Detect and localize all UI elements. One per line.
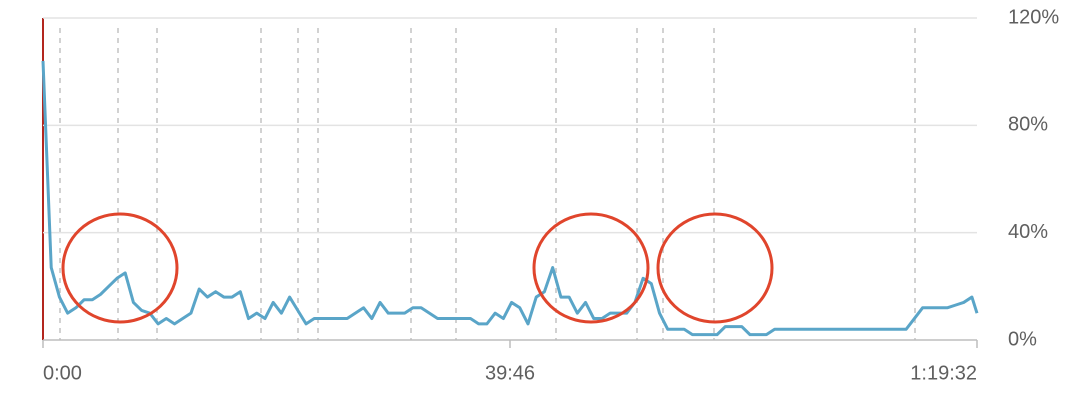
y-tick-label: 120%: [1008, 6, 1059, 28]
annotations: [61, 212, 774, 324]
x-tick-label: 0:00: [43, 362, 82, 384]
y-tick-label: 0%: [1008, 328, 1037, 350]
chapter-markers: [59, 28, 916, 340]
y-tick-label: 40%: [1008, 221, 1048, 243]
x-tick-label: 39:46: [485, 362, 535, 384]
x-tick-label: 1:19:32: [910, 362, 977, 384]
y-tick-label: 80%: [1008, 114, 1048, 136]
retention-line: [41, 60, 979, 337]
plot: 0% 40% 80% 120% 0:00 39:46 1:19:32: [41, 6, 1059, 384]
